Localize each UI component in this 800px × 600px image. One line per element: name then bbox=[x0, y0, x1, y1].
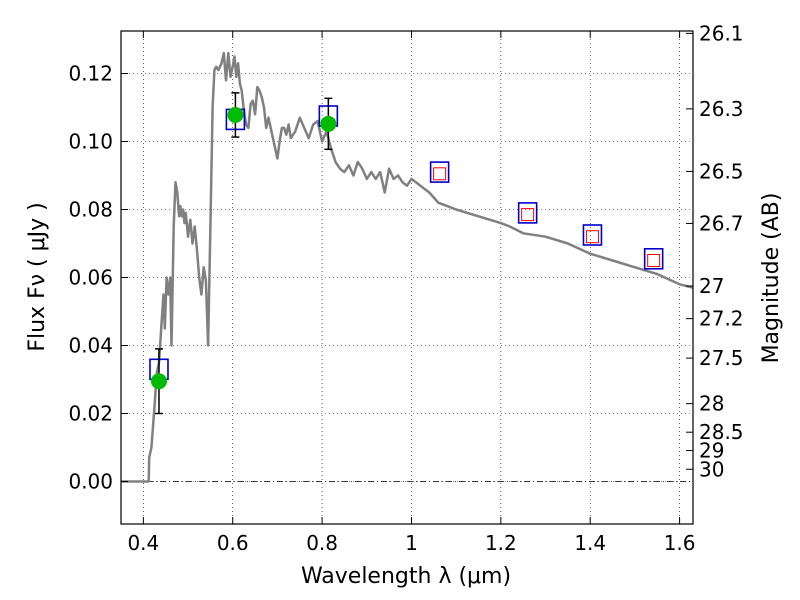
bandpass-inner-square bbox=[647, 254, 661, 267]
magnitude-tick-label: 26.3 bbox=[699, 97, 744, 121]
bandpass-square bbox=[643, 248, 664, 270]
bandpass-inner-square bbox=[585, 230, 599, 244]
y-tick-label: 0.04 bbox=[68, 334, 113, 358]
x-tick-label: 1.6 bbox=[664, 531, 696, 555]
bandpass-square bbox=[517, 202, 538, 224]
observed-point bbox=[227, 106, 244, 123]
y-tick-label: 0.12 bbox=[68, 62, 113, 86]
y-tick-label: 0.00 bbox=[68, 470, 113, 494]
bandpass-inner-square bbox=[433, 167, 447, 181]
x-tick-label: 0.8 bbox=[306, 531, 338, 555]
x-tick-label: 1.4 bbox=[574, 531, 606, 555]
observed-point bbox=[150, 373, 167, 390]
magnitude-tick-label: 26.5 bbox=[699, 159, 744, 183]
model-sed-line bbox=[121, 51, 693, 483]
y-tick-label: 0.08 bbox=[68, 198, 113, 222]
y-tick-label: 0.10 bbox=[68, 130, 113, 154]
magnitude-tick-label: 27.2 bbox=[699, 307, 744, 331]
x-tick-label: 0.4 bbox=[127, 531, 159, 555]
magnitude-tick-label: 29 bbox=[699, 439, 724, 463]
bandpass-inner-square bbox=[521, 208, 535, 222]
x-tick-label: 1 bbox=[405, 531, 418, 555]
y-tick-label: 0.02 bbox=[68, 402, 113, 426]
y-axis-label: Flux Fν ( μJy ) bbox=[25, 202, 50, 351]
magnitude-tick-label: 30 bbox=[699, 457, 724, 481]
magnitude-axis-label: Magnitude (AB) bbox=[759, 193, 784, 364]
magnitude-tick-label: 26.1 bbox=[699, 21, 744, 45]
magnitude-tick-label: 28.5 bbox=[699, 420, 744, 444]
observed-point bbox=[320, 115, 337, 132]
grid bbox=[121, 31, 693, 524]
magnitude-tick-label: 27 bbox=[699, 274, 724, 298]
x-tick-label: 1.2 bbox=[485, 531, 517, 555]
x-tick-label: 0.6 bbox=[217, 531, 249, 555]
bandpass-square bbox=[582, 224, 603, 246]
axes: 0.4 0.6 0.8 1 1.2 1.4 1.6 0.00 0.02 0.04 0.06 0.08 0… bbox=[68, 21, 743, 555]
x-axis-label: Wavelength λ (μm) bbox=[301, 564, 511, 589]
bandpass-square bbox=[429, 161, 450, 183]
magnitude-tick-label: 27.5 bbox=[699, 346, 744, 370]
magnitude-tick-label: 26.7 bbox=[699, 211, 744, 235]
y-tick-label: 0.06 bbox=[68, 266, 113, 290]
magnitude-tick-label: 28 bbox=[699, 392, 724, 416]
plot-area bbox=[121, 51, 693, 483]
